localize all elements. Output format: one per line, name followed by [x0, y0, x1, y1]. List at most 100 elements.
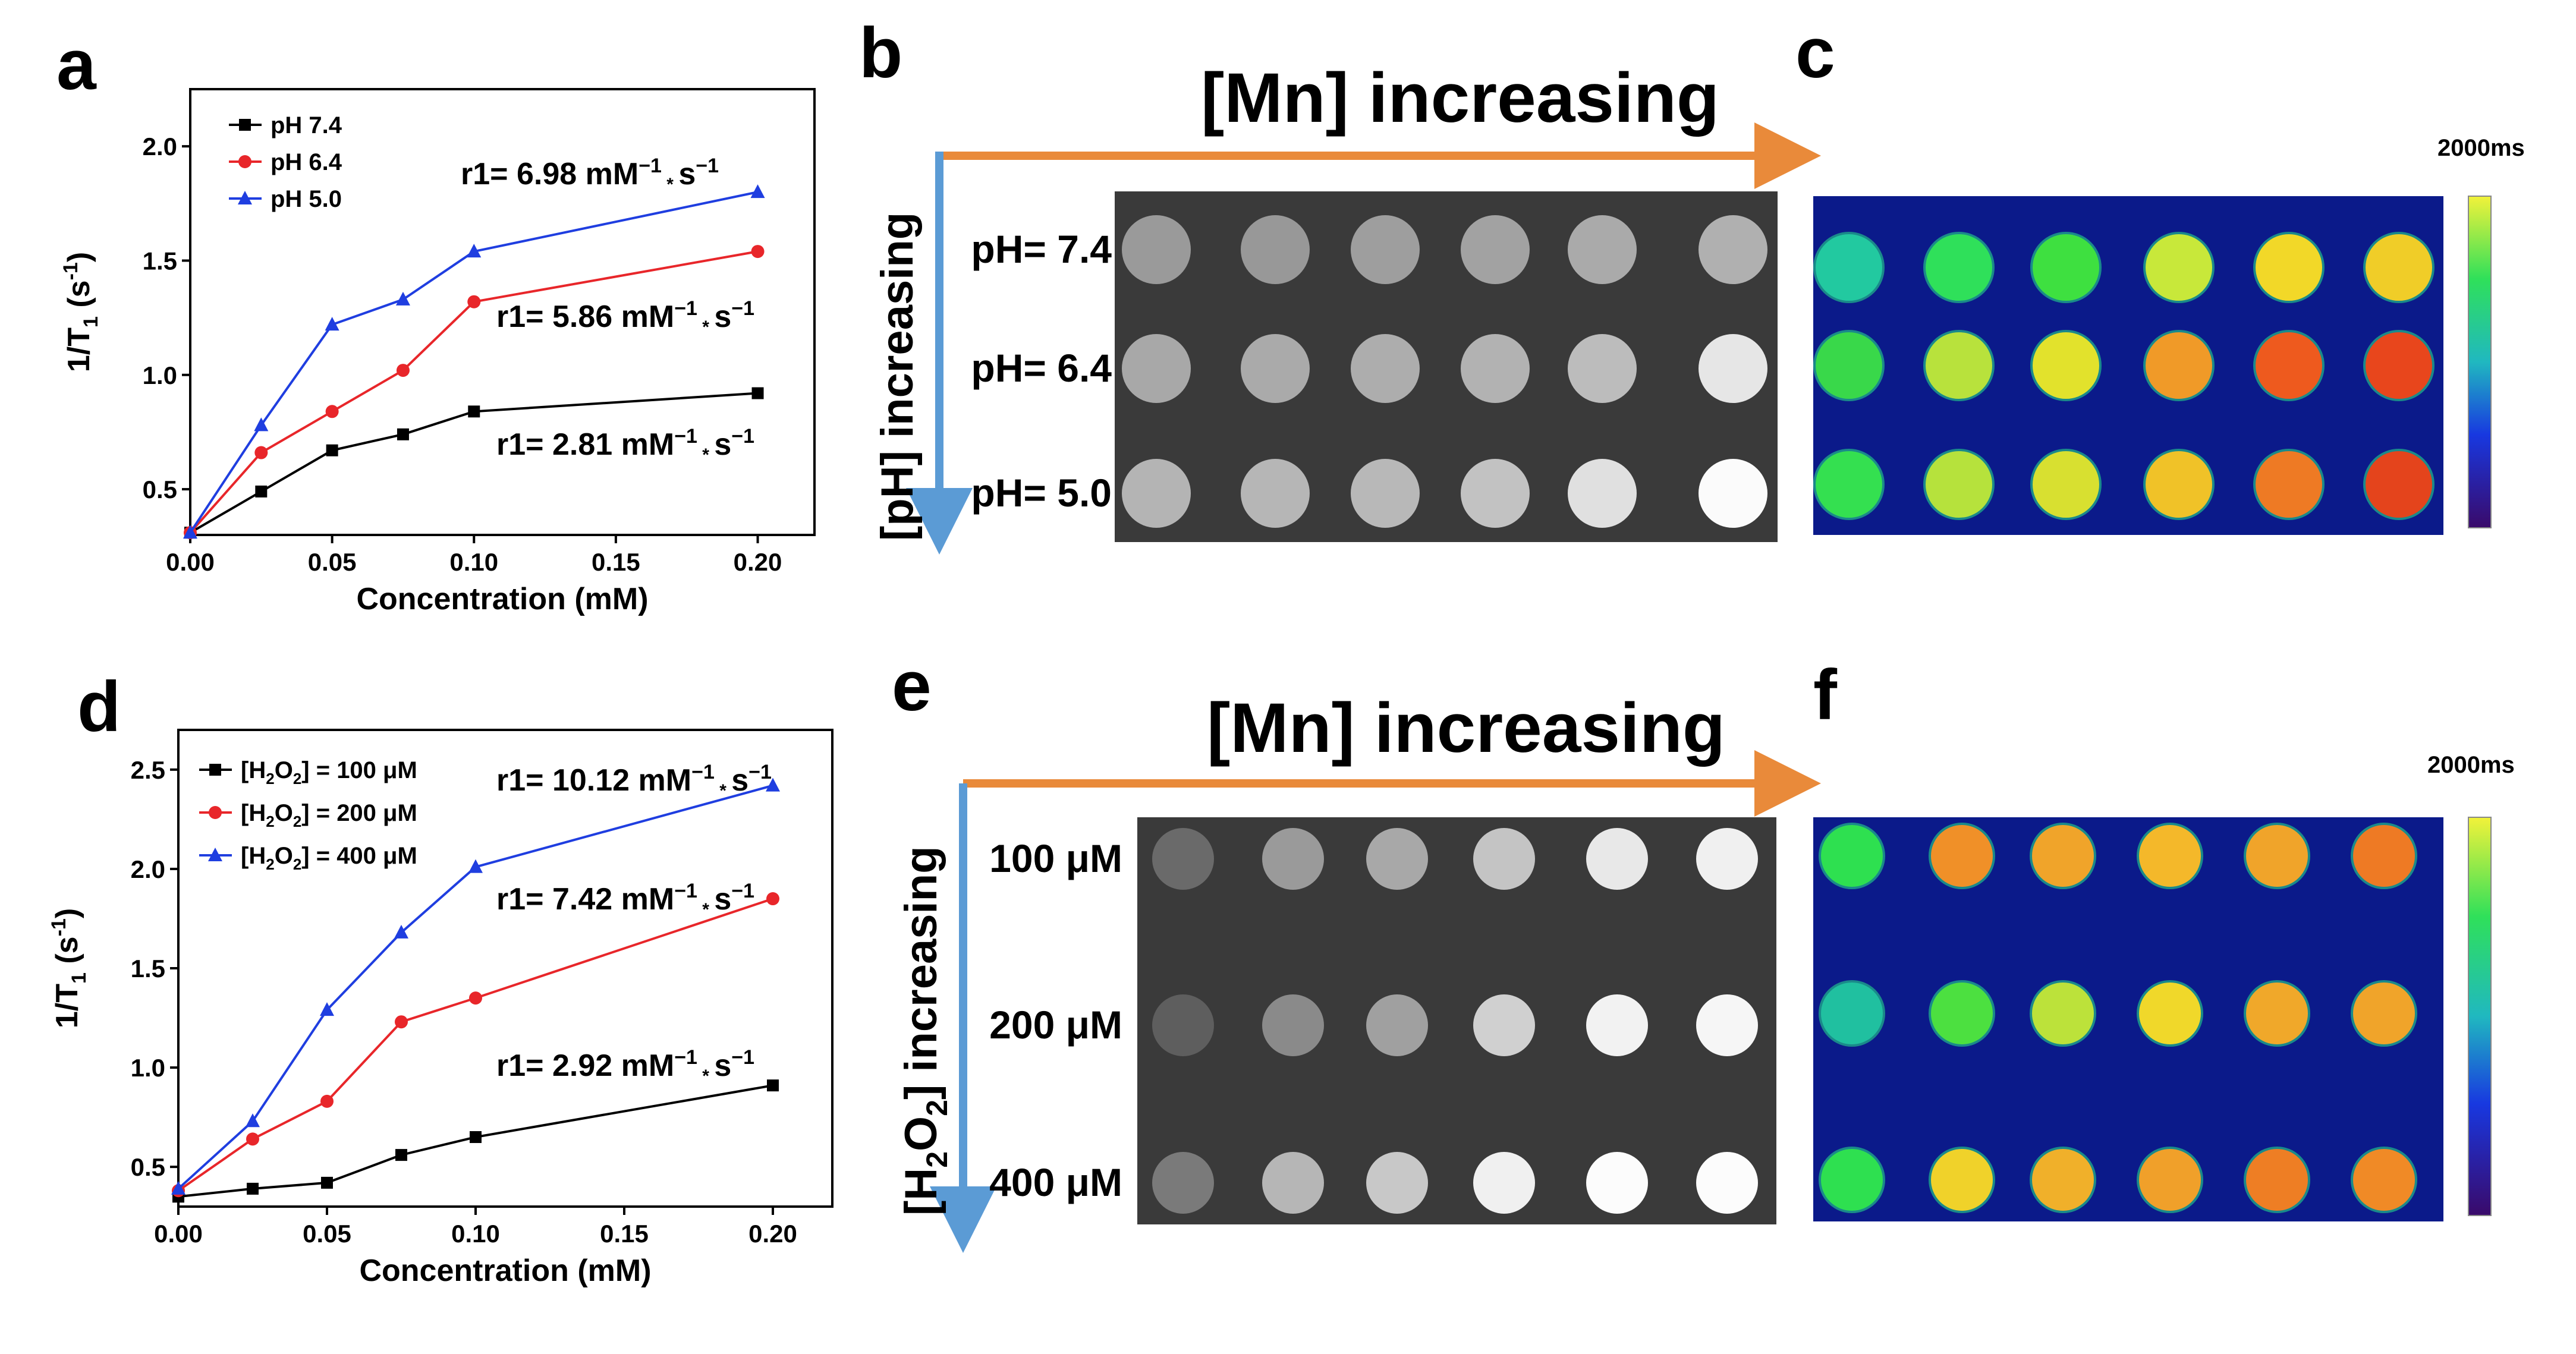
phantom-sample — [1262, 1152, 1324, 1214]
data-point — [467, 295, 481, 308]
r1-suffix: s — [714, 427, 731, 462]
phantom-sample — [1152, 1152, 1214, 1214]
y-tick-label: 1.0 — [131, 1054, 165, 1082]
panel-letter-b: b — [859, 13, 902, 93]
data-point — [246, 1132, 259, 1146]
y-tick-label: 0.5 — [143, 476, 177, 503]
data-point — [183, 525, 197, 539]
x-tick-label: 0.20 — [748, 1220, 797, 1248]
phantom-sample — [1262, 828, 1324, 890]
r1-sup: −1 — [674, 297, 697, 320]
phantom-sample — [1461, 215, 1530, 284]
map-sample — [2030, 449, 2102, 520]
mn-label-top: [Mn] increasing — [1201, 59, 1719, 137]
y-label-sub: 1 — [80, 316, 102, 328]
phantom-sample — [1152, 828, 1214, 890]
legend-e: ] = 200 μM — [301, 800, 417, 826]
h2o2-label-sub1: 2 — [920, 1151, 954, 1168]
map-sample — [2244, 823, 2310, 889]
r1-annotation: r1= 5.86 mM−1 * s−1 — [496, 297, 754, 337]
phantom-sample — [1122, 459, 1191, 528]
phantom-sample — [1351, 459, 1420, 528]
y-label-main: 1/T — [62, 328, 96, 372]
y-axis-label: 1/T1 (s-1) — [48, 908, 90, 1028]
y-tick-label: 1.5 — [143, 247, 177, 275]
r1-annotation: r1= 2.81 mM−1 * s−1 — [496, 425, 754, 465]
series-line-1 — [177, 898, 773, 1192]
phantom-sample — [1152, 994, 1214, 1056]
r1-suffix: s — [714, 882, 731, 917]
data-point — [468, 859, 483, 873]
legend-sub: 2 — [293, 855, 301, 873]
r1-dot: * — [697, 445, 714, 465]
data-point — [255, 485, 268, 497]
legend-sub: 2 — [293, 813, 301, 830]
phantom-sample — [1696, 828, 1758, 890]
map-sample — [2351, 980, 2417, 1047]
phantom-sample — [1568, 334, 1637, 403]
legend-c: O — [275, 800, 293, 826]
phantom-sample — [1351, 215, 1420, 284]
map-sample — [2363, 232, 2435, 303]
data-point — [751, 387, 764, 399]
panel-letter-e: e — [892, 646, 932, 726]
map-sample — [2030, 232, 2102, 303]
r1-annotation: r1= 2.92 mM−1 * s−1 — [496, 1046, 754, 1086]
r1-sup: −1 — [674, 1046, 697, 1069]
r1-suffix: s — [714, 1048, 731, 1083]
panel-e-phantoms: 100 μM 200 μM 400 μM — [989, 817, 1776, 1224]
data-point — [470, 1131, 482, 1144]
y-label-close: ) — [62, 252, 96, 262]
map-sample — [2351, 823, 2417, 889]
legend-entry: [H2O2] = 400 μM — [241, 843, 417, 873]
r1-prefix: r1= 2.92 mM — [496, 1048, 674, 1083]
phantom-sample — [1586, 1152, 1648, 1214]
data-point — [469, 991, 482, 1005]
panel-c-t1-map — [1813, 196, 2443, 535]
r1-prefix: r1= 7.42 mM — [496, 882, 674, 917]
legend-a: [H — [241, 800, 266, 826]
legend-entry: pH 7.4 — [271, 112, 342, 138]
phantom-sample — [1461, 459, 1530, 528]
data-point — [254, 446, 268, 459]
data-point — [325, 317, 339, 331]
legend-marker — [209, 764, 221, 776]
data-point — [321, 1176, 333, 1189]
r1-sup2: −1 — [696, 155, 719, 177]
phantom-background — [1137, 817, 1776, 1224]
series-line-2 — [177, 784, 773, 1190]
row-label: 200 μM — [989, 1003, 1122, 1047]
x-tick-label: 0.00 — [154, 1220, 203, 1248]
r1-prefix: r1= 6.98 mM — [461, 157, 639, 191]
h2o2-label-c: ] increasing — [896, 846, 946, 1100]
x-tick-label: 0.10 — [451, 1220, 500, 1248]
data-point — [394, 924, 408, 939]
legend-e: ] = 100 μM — [301, 757, 417, 783]
colorbar-top — [2468, 196, 2492, 528]
r1-suffix: s — [678, 157, 696, 191]
legend-a: [H — [241, 843, 266, 869]
t1-map-background — [1813, 817, 2443, 1221]
y-tick-label: 2.0 — [131, 855, 165, 883]
map-sample — [2143, 330, 2215, 401]
map-sample — [2351, 1147, 2417, 1213]
map-sample — [1929, 823, 1995, 889]
r1-dot: * — [715, 781, 731, 801]
legend-sub: 2 — [266, 855, 274, 873]
x-axis-label: Concentration (mM) — [356, 582, 648, 616]
ph-label: [pH] increasing — [872, 212, 923, 541]
map-sample — [1929, 980, 1995, 1047]
data-point — [325, 405, 339, 418]
map-sample — [2143, 449, 2215, 520]
colorbar-bottom — [2468, 817, 2492, 1216]
data-point — [171, 1180, 185, 1195]
panel-letter-f: f — [1813, 655, 1838, 735]
series-line-0 — [189, 392, 758, 534]
phantom-sample — [1461, 334, 1530, 403]
data-point — [326, 444, 338, 456]
phantom-sample — [1241, 215, 1310, 284]
map-sample — [1813, 330, 1885, 401]
legend-entry: pH 6.4 — [271, 149, 342, 175]
h2o2-label-sub2: 2 — [920, 1100, 954, 1116]
map-sample — [1819, 1147, 1885, 1213]
